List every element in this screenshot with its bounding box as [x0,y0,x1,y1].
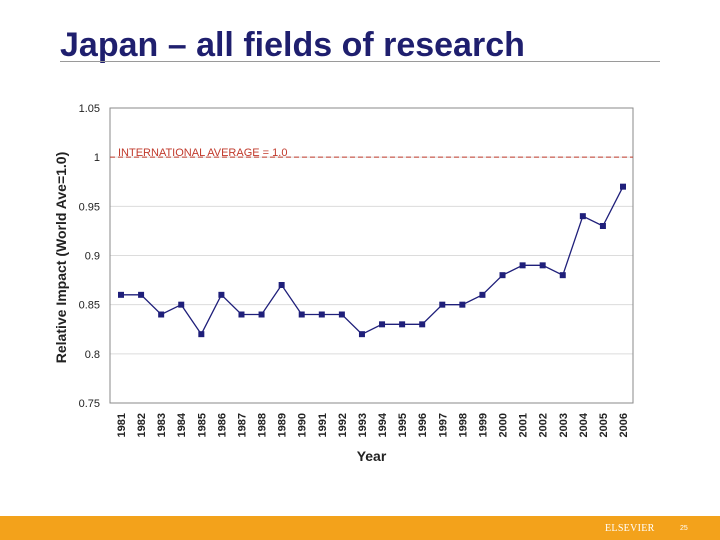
slide-title: Japan – all fields of research [60,26,525,64]
x-tick-label: 1990 [297,413,309,437]
x-tick-label: 1985 [196,413,208,437]
footer-bar [0,516,720,540]
y-tick-label: 1.05 [79,103,100,115]
footer-brand: ELSEVIER [605,523,655,534]
y-tick-label: 0.8 [85,349,100,361]
data-point [620,183,626,190]
y-axis-ticks: 0.75 0.8 0.85 0.9 0.95 1 1.05 [79,103,100,410]
plot-frame [109,107,634,404]
data-point [499,272,506,279]
data-point [118,291,124,298]
x-tick-label: 1988 [257,413,269,437]
data-point [318,311,325,318]
x-tick-label: 1995 [397,413,409,437]
page-number: 25 [680,525,688,532]
x-tick-label: 1981 [116,413,128,437]
data-point [198,331,205,338]
y-tick-label: 0.95 [79,201,100,213]
data-point [579,213,586,220]
data-point [338,311,345,318]
x-tick-label: 2001 [518,413,530,437]
x-tick-label: 2006 [618,413,630,437]
data-points [118,183,626,338]
y-tick-label: 0.85 [79,300,100,312]
data-point [419,321,426,328]
x-tick-label: 2005 [598,413,610,437]
data-point [459,301,466,308]
y-tick-label: 1 [94,152,100,164]
data-point [178,301,185,308]
data-point [138,291,145,298]
x-tick-label: 1991 [317,413,329,437]
x-tick-label: 1996 [417,413,429,437]
data-point [539,262,546,269]
x-tick-label: 1997 [437,413,449,437]
data-point [258,311,265,318]
x-tick-label: 1982 [136,413,148,437]
x-tick-label: 1994 [377,412,389,437]
data-point [298,311,305,318]
data-point [559,272,566,279]
data-point [238,311,245,318]
x-tick-label: 2003 [558,413,570,437]
x-tick-label: 1987 [236,413,248,437]
data-point [158,311,165,318]
x-tick-label: 1992 [337,413,349,437]
x-tick-label: 1998 [457,413,469,437]
y-tick-label: 0.75 [79,398,100,410]
data-point [519,262,526,269]
x-tick-label: 1989 [277,413,289,437]
data-point [439,301,446,308]
data-point [218,291,225,298]
x-tick-label: 2000 [498,413,510,437]
y-tick-label: 0.9 [85,251,100,263]
line-chart: 0.75 0.8 0.85 0.9 0.95 1 1.05 1981 1982 1983 1984… [53,103,634,464]
x-tick-label: 2004 [578,412,590,437]
data-point [479,291,486,298]
x-tick-label: 2002 [538,413,550,437]
data-point [399,321,406,328]
data-point [599,223,606,229]
data-point [379,321,386,328]
x-tick-label: 1986 [216,413,228,437]
x-tick-label: 1984 [176,412,188,437]
x-axis-ticks: 1981 1982 1983 1984 1985 1986 1987 1988 1989 1990… [116,412,630,437]
x-tick-label: 1983 [156,413,168,437]
x-axis-title: Year [357,448,387,464]
data-point [358,331,365,338]
x-tick-label: 1993 [357,413,369,437]
international-average-label: INTERNATIONAL AVERAGE = 1.0 [118,147,287,159]
y-axis-title: Relative Impact (World Ave=1.0) [53,152,69,364]
title-divider [60,61,660,62]
x-tick-label: 1999 [477,413,489,437]
data-point [278,282,285,288]
series-line-japan [121,186,624,336]
